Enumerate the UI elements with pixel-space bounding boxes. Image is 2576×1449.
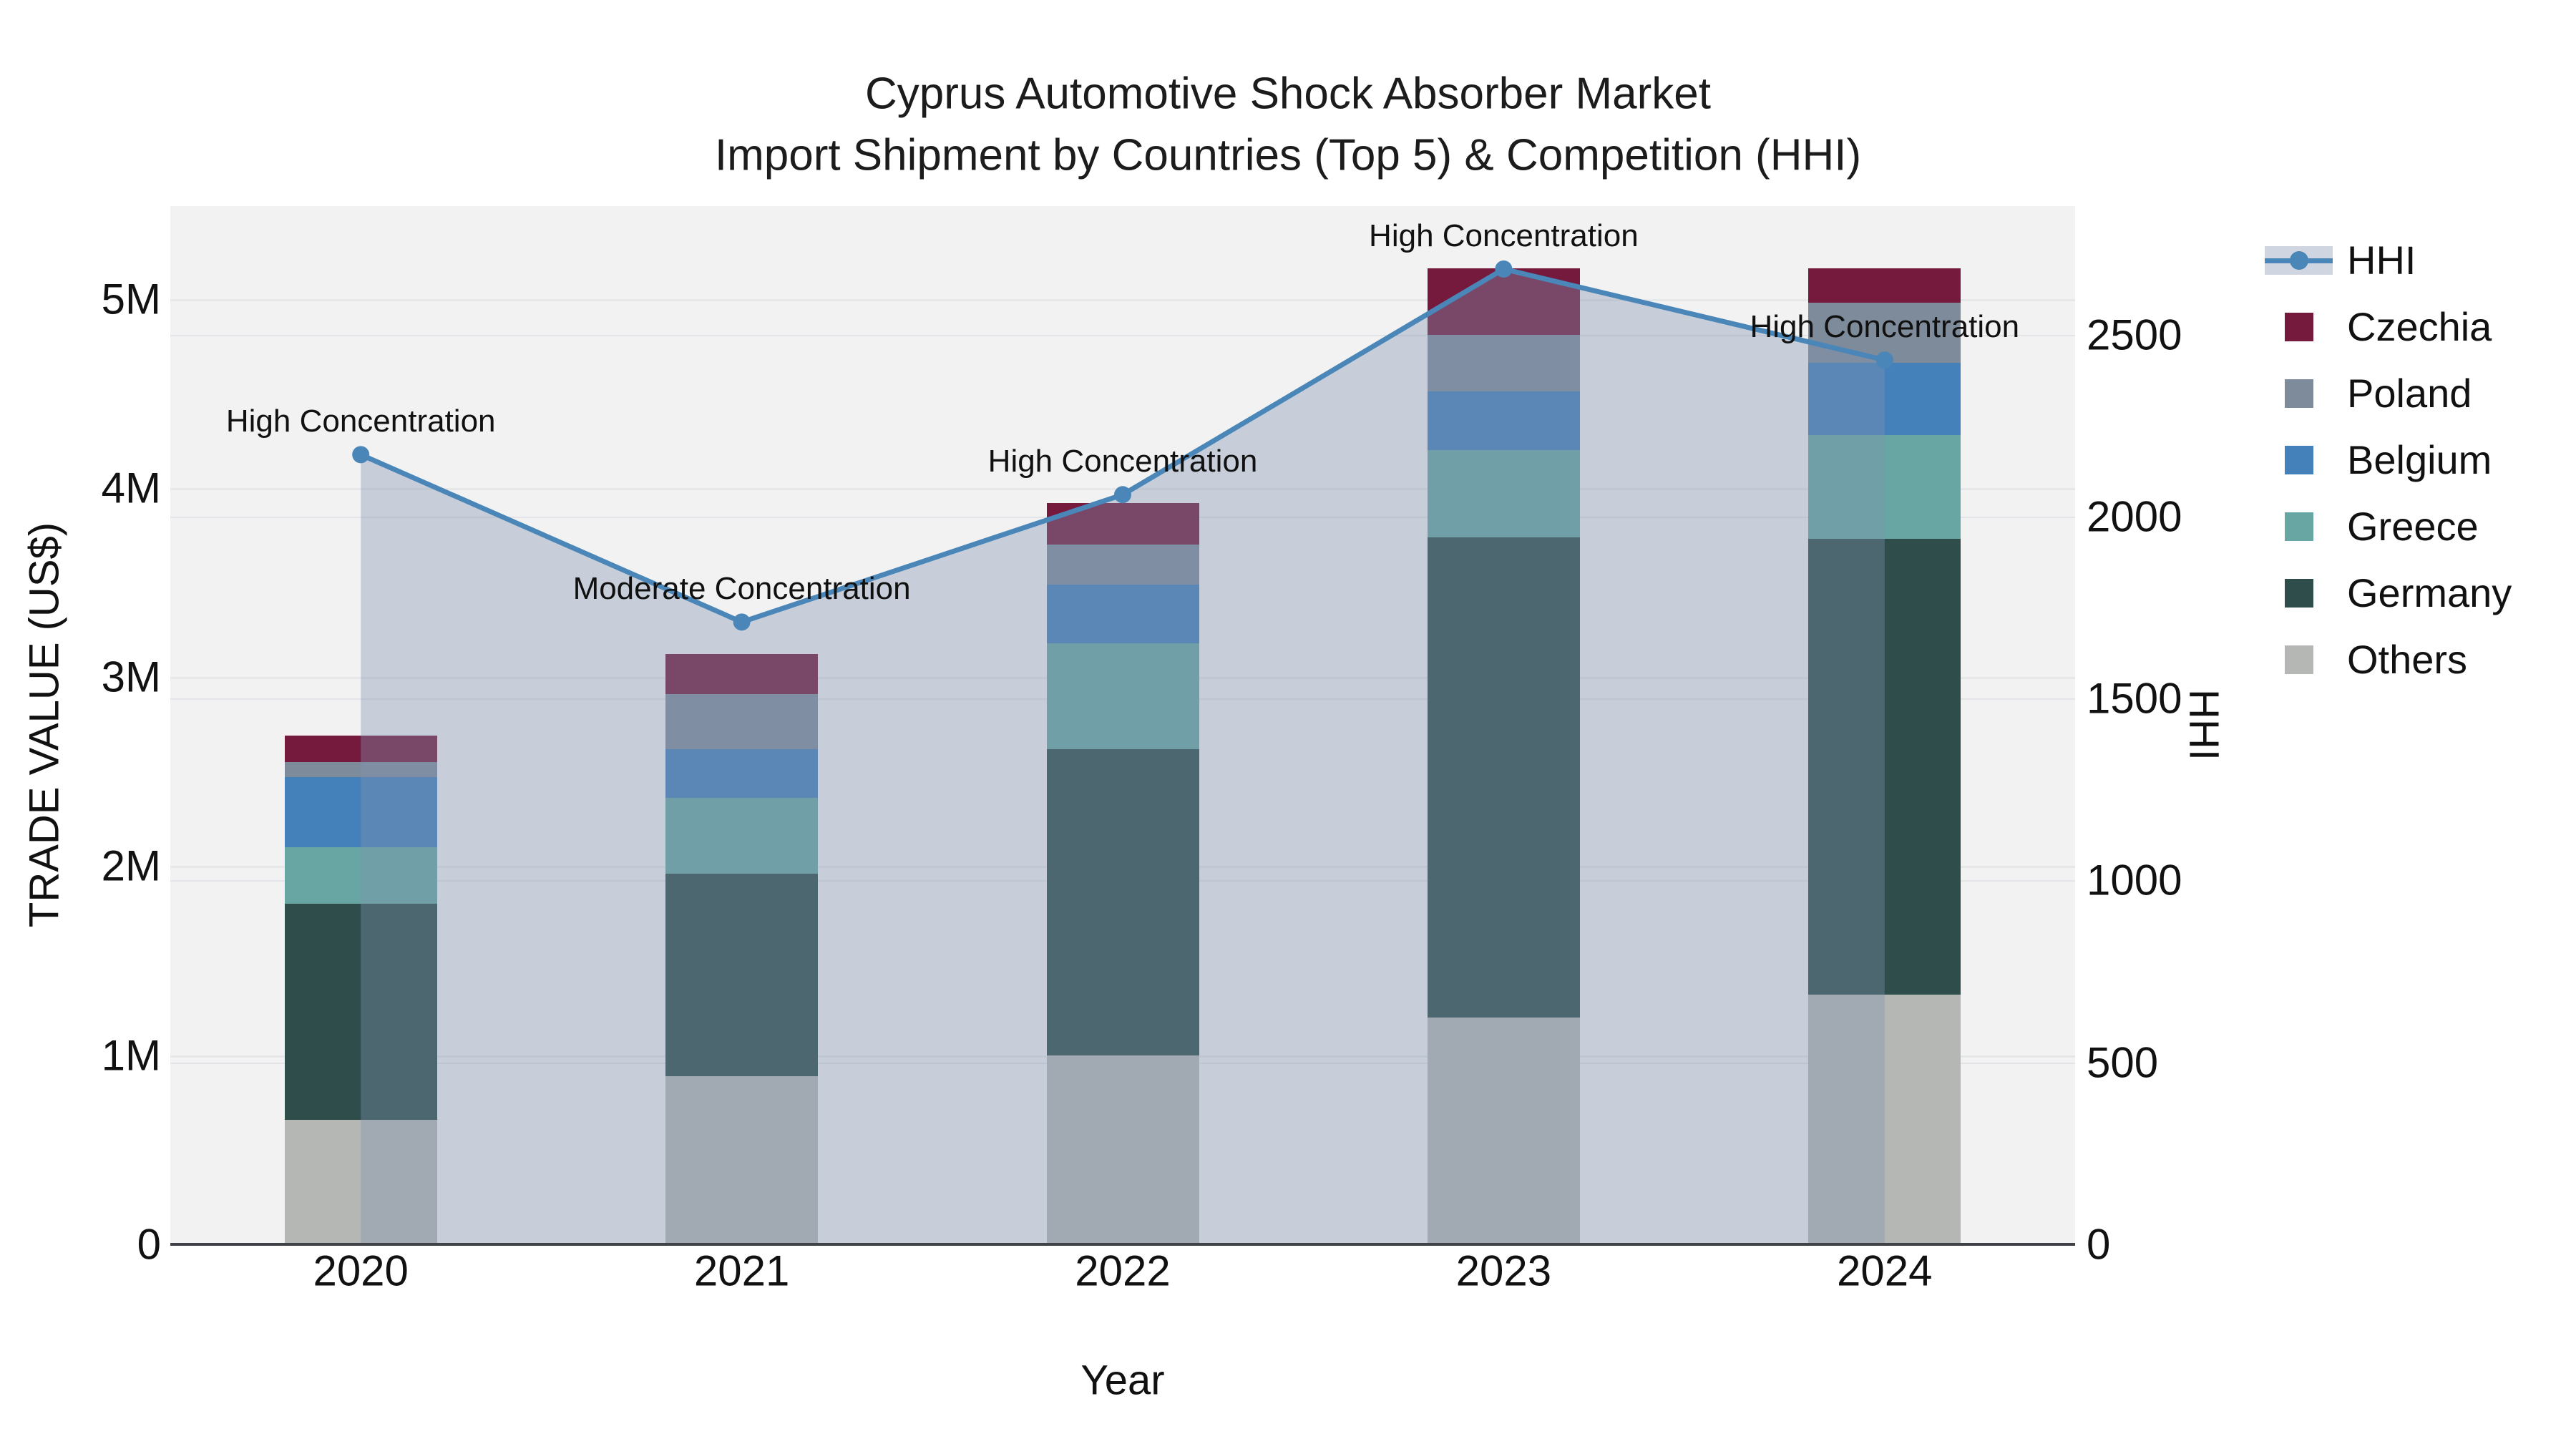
x-axis-title: Year (1080, 1357, 1165, 1404)
y-left-tick-4M: 4M (101, 464, 161, 512)
bar-segment-2022-Germany (1047, 748, 1199, 1055)
hhi-marker-2024 (1875, 351, 1893, 369)
legend-hhi-line-symbol (2265, 245, 2333, 275)
bar-segment-2023-Belgium (1428, 391, 1580, 450)
x-tick-2020: 2020 (313, 1246, 409, 1295)
y-left-tick-5M: 5M (101, 275, 161, 323)
legend-swatch-cell (2265, 445, 2333, 474)
legend-swatch-others-icon (2284, 645, 2313, 674)
hhi-line-swatch-icon (2265, 245, 2333, 275)
bar-segment-2021-Others (665, 1075, 818, 1244)
legend-item-hhi[interactable]: HHI (2265, 227, 2512, 293)
legend-label-germany: Germany (2347, 570, 2512, 615)
legend-item-belgium[interactable]: Belgium (2265, 426, 2512, 493)
bar-segment-2023-Poland (1428, 334, 1580, 391)
legend-item-czechia[interactable]: Czechia (2265, 293, 2512, 360)
hhi-marker-2022 (1114, 486, 1131, 504)
legend-swatch-cell (2265, 512, 2333, 541)
chart-title-line1: Cyprus Automotive Shock Absorber Market (865, 69, 1711, 119)
bar-segment-2020-Germany (285, 904, 437, 1120)
bar-segment-2020-Greece (285, 847, 437, 904)
annotation-2020: High Concentration (225, 404, 496, 439)
bar-segment-2021-Greece (665, 798, 818, 874)
legend-swatch-poland-icon (2284, 379, 2313, 408)
legend-label-hhi: HHI (2347, 238, 2416, 283)
x-axis-line (170, 1243, 2075, 1246)
y-right-tick-2500: 2500 (2087, 311, 2182, 359)
chart-title-line2: Import Shipment by Countries (Top 5) & C… (714, 130, 1862, 180)
legend-item-germany[interactable]: Germany (2265, 560, 2512, 626)
legend-item-greece[interactable]: Greece (2265, 493, 2512, 560)
y-left-tick-3M: 3M (101, 653, 161, 701)
legend-label-others: Others (2347, 637, 2468, 682)
bar-segment-2022-Poland (1047, 545, 1199, 585)
hhi-marker-2021 (733, 613, 751, 631)
legend-label-belgium: Belgium (2347, 437, 2492, 482)
bar-segment-2021-Poland (665, 693, 818, 749)
bar-segment-2020-Others (285, 1119, 437, 1244)
x-tick-2024: 2024 (1837, 1246, 1933, 1295)
legend-label-czechia: Czechia (2347, 304, 2492, 349)
bar-segment-2020-Poland (285, 762, 437, 778)
legend-swatch-germany-icon (2284, 578, 2313, 608)
x-tick-2022: 2022 (1075, 1246, 1171, 1295)
legend-swatch-cell (2265, 312, 2333, 341)
y-right-tick-0: 0 (2087, 1220, 2111, 1269)
bar-segment-2024-Czechia (1808, 268, 1961, 303)
y-axis-title-right: HHI (2180, 689, 2228, 761)
bar-segment-2024-Others (1808, 995, 1961, 1244)
y-left-tick-1M: 1M (101, 1031, 161, 1080)
hhi-area-fill (361, 268, 1885, 1245)
y-right-tick-1500: 1500 (2087, 674, 2182, 723)
bar-segment-2023-Others (1428, 1017, 1580, 1244)
annotation-2023: High Concentration (1369, 218, 1639, 253)
annotation-2022: High Concentration (987, 444, 1258, 479)
legend-swatch-czechia-icon (2284, 312, 2313, 341)
x-tick-2021: 2021 (693, 1246, 790, 1295)
legend-swatch-belgium-icon (2284, 445, 2313, 474)
legend-swatch-greece-icon (2284, 512, 2313, 541)
legend-swatch-cell (2265, 379, 2333, 408)
y-right-tick-1000: 1000 (2087, 856, 2182, 904)
hhi-marker-2023 (1495, 260, 1513, 278)
hhi-marker-2020 (352, 446, 370, 464)
bar-segment-2024-Greece (1808, 434, 1961, 540)
legend-item-poland[interactable]: Poland (2265, 360, 2512, 426)
bar-segment-2023-Greece (1428, 449, 1580, 537)
y-axis-title-left: TRADE VALUE (US$) (21, 522, 68, 928)
x-tick-2023: 2023 (1455, 1246, 1552, 1295)
bar-segment-2021-Czechia (665, 654, 818, 694)
legend-label-greece: Greece (2347, 504, 2479, 549)
annotation-2021: Moderate Concentration (572, 571, 911, 607)
y-right-tick-500: 500 (2087, 1038, 2159, 1087)
bar-segment-2021-Belgium (665, 748, 818, 799)
bar-segment-2024-Belgium (1808, 363, 1961, 435)
legend-swatch-cell (2265, 578, 2333, 608)
bar-segment-2022-Greece (1047, 643, 1199, 749)
y-left-tick-2M: 2M (101, 841, 161, 890)
y-left-tick-0: 0 (137, 1220, 161, 1269)
bar-segment-2024-Germany (1808, 539, 1961, 995)
gridline-right-2500 (170, 334, 2075, 336)
bar-segment-2023-Germany (1428, 537, 1580, 1018)
bar-segment-2020-Czechia (285, 736, 437, 763)
legend-label-poland: Poland (2347, 371, 2472, 416)
bar-segment-2022-Others (1047, 1055, 1199, 1244)
hhi-dot-glyph (2289, 250, 2308, 270)
bar-segment-2020-Belgium (285, 777, 437, 847)
legend: HHI Czechia Poland Belgium Greece Germany Othe… (2265, 227, 2512, 693)
legend-item-others[interactable]: Others (2265, 626, 2512, 693)
y-right-tick-2000: 2000 (2087, 492, 2182, 541)
bar-segment-2022-Belgium (1047, 584, 1199, 643)
annotation-2024: High Concentration (1750, 309, 2020, 345)
bar-segment-2021-Germany (665, 873, 818, 1076)
legend-swatch-cell (2265, 645, 2333, 674)
gridline-left-5M (170, 298, 2075, 301)
